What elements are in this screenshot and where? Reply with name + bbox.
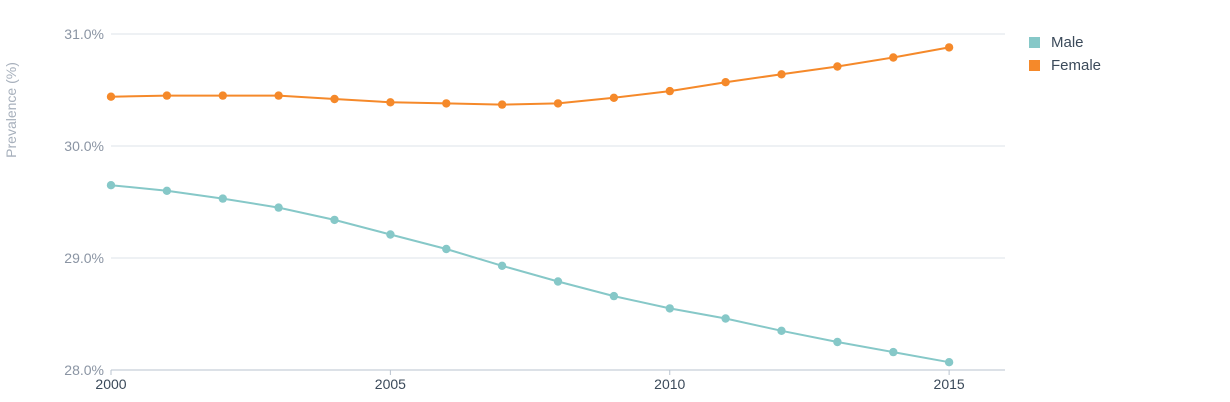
x-tick-label: 2005 [375,376,406,392]
y-tick-label: 28.0% [64,362,104,378]
female-data-point[interactable] [553,99,563,108]
male-data-point[interactable] [833,337,842,347]
male-data-point[interactable] [162,186,172,195]
female-legend-label: Female [1051,57,1101,74]
female-data-point[interactable] [162,91,172,100]
female-data-point[interactable] [106,92,116,101]
x-tick-label: 2000 [95,376,126,392]
male-data-point[interactable] [106,181,116,190]
female-data-point[interactable] [777,70,786,79]
male-legend-label: Male [1051,34,1084,51]
female-data-point[interactable] [218,91,227,100]
female-data-point[interactable] [944,43,954,52]
male-data-point[interactable] [777,326,786,335]
female-data-point[interactable] [665,86,674,96]
male-data-point[interactable] [944,358,954,367]
male-data-point[interactable] [553,277,563,286]
female-data-point[interactable] [833,62,842,71]
y-axis-label: Prevalence (%) [3,62,19,158]
female-data-point[interactable] [609,93,619,103]
male-data-point[interactable] [330,215,339,225]
male-data-point[interactable] [609,291,619,301]
male-data-point[interactable] [889,347,898,357]
y-tick-label: 29.0% [64,250,104,266]
y-tick-label: 31.0% [64,26,104,42]
female-series-line [110,46,951,106]
x-tick-label: 2010 [654,376,685,392]
male-data-point[interactable] [386,230,395,239]
male-data-point[interactable] [442,244,451,254]
y-tick-label: 30.0% [64,138,104,154]
male-data-point[interactable] [721,314,730,323]
female-data-point[interactable] [386,98,395,107]
female-data-point[interactable] [274,91,283,100]
male-series-line [110,184,951,364]
female-data-point[interactable] [330,94,339,104]
series-lines [106,43,954,367]
female-legend-swatch [1029,60,1040,71]
male-data-point[interactable] [497,261,507,270]
male-data-point[interactable] [665,304,674,313]
male-data-point[interactable] [274,203,283,212]
male-legend-swatch [1029,37,1040,48]
female-data-point[interactable] [497,100,507,109]
female-data-point[interactable] [442,99,451,108]
legend: Male Female [1029,34,1101,74]
x-tick-label: 2015 [934,376,965,392]
female-data-point[interactable] [889,53,898,62]
gridlines [111,33,1005,371]
male-data-point[interactable] [218,194,227,203]
axes: 28.0% 29.0% 30.0% 31.0% 2000 2005 2010 2015 [64,26,965,392]
female-data-point[interactable] [721,78,730,87]
